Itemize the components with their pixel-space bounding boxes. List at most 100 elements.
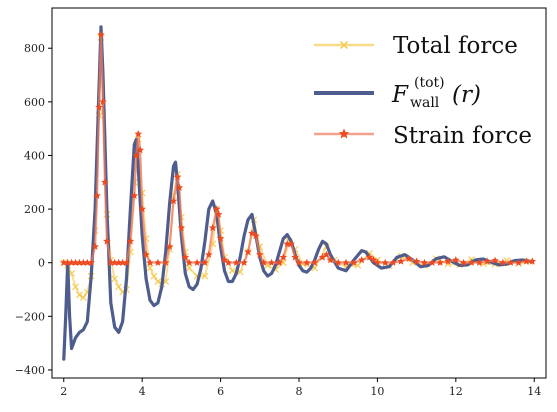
strain-force-marker [91,242,99,250]
strain-force-marker [397,257,405,265]
legend-label-wall-sub: wall [410,95,440,111]
strain-force-marker [101,178,109,186]
strain-force-marker [201,258,209,266]
y-axis: −400 −200 0 200 400 600 800 [15,42,52,377]
strain-force-marker [122,258,131,266]
x-tick-label: 12 [449,385,463,398]
total-force-marker [75,291,83,299]
strain-force-marker [275,258,284,266]
strain-force-marker [93,191,101,199]
strain-force-marker [303,258,311,266]
strain-force-marker [67,258,76,266]
legend: Total force F (tot) wall (r) Strain forc… [314,33,532,149]
strain-force-marker [256,250,264,258]
strain-force-marker [381,258,390,266]
strain-force-marker [491,256,499,264]
strain-force-marker [291,253,299,261]
strain-force-marker [173,172,182,181]
total-force-marker [228,267,236,275]
strain-force-marker [428,258,437,266]
strain-force-marker [130,191,139,199]
strain-force-marker [205,250,213,258]
strain-force-marker [326,256,335,264]
series-layer [60,25,537,361]
strain-force-marker [95,103,103,111]
x-tick-label: 6 [217,385,224,398]
strain-force-marker [224,258,233,266]
legend-entry-total-force: Total force [314,33,518,59]
total-force-marker [150,272,158,280]
strain-force-marker [107,258,115,266]
strain-force-marker [467,258,476,266]
strain-force-marker [132,151,141,159]
strain-force-marker [110,258,119,266]
strain-force-marker [181,253,190,261]
legend-label-wall-arg: (r) [452,82,481,108]
strain-force-marker [499,258,507,266]
x-tick-label: 2 [60,385,67,398]
strain-force-marker [240,258,248,266]
x-tick-label: 10 [370,385,384,398]
strain-force-marker [60,258,68,266]
legend-entry-wall-force: F (tot) wall (r) [314,75,481,111]
strain-force-marker [365,253,374,261]
strain-force-marker [412,257,421,265]
strain-force-marker [373,258,382,266]
strain-force-marker [169,197,178,205]
strain-force-marker [295,258,303,266]
plot-area-background [52,8,546,378]
x-tick-label: 4 [139,385,146,398]
x-axis: 2 4 6 8 10 12 14 [60,378,541,398]
legend-label-strain-force: Strain force [393,123,532,149]
total-force-marker [115,283,123,291]
strain-force-marker [161,258,170,266]
total-force-marker [111,275,119,283]
y-tick-label: −200 [15,310,45,323]
strain-force-marker [514,258,523,266]
strain-force-marker [118,258,127,266]
total-force-marker [354,261,362,269]
strain-force-marker [334,258,342,266]
strain-force-marker [193,258,201,266]
strain-force-marker [71,258,80,266]
y-tick-label: 800 [24,42,45,55]
strain-force-marker [322,250,331,258]
strain-force-marker [185,258,193,266]
total-force-marker [79,294,87,302]
strain-force-marker [146,258,154,266]
strain-force-marker [475,258,484,266]
strain-force-marker [350,258,358,266]
strain-force-marker [452,256,460,264]
strain-force-marker [212,205,221,213]
strain-force-marker [420,258,429,266]
strain-force-marker [279,253,288,261]
y-tick-label: 600 [24,96,45,109]
y-tick-label: 0 [38,257,45,270]
strain-force-marker [134,130,143,138]
legend-label-wall-force: F [391,82,409,108]
strain-force-marker [522,257,531,265]
total-force-marker [146,264,154,272]
strain-force-marker [177,223,186,232]
strain-force-marker [389,258,397,266]
total-force-marker [154,278,162,285]
x-tick-label: 14 [527,385,541,398]
strain-force-marker [175,183,184,191]
strain-force-marker [63,258,72,266]
strain-force-marker [75,258,84,266]
strain-force-marker [436,258,444,266]
strain-force-marker [342,258,350,266]
total-force-marker [185,264,193,272]
strain-force-marker [444,257,452,265]
strain-force-marker [405,254,413,262]
strain-force-marker [214,210,223,218]
strain-force-marker [136,146,144,154]
strain-force-marker [244,248,252,256]
strain-force-marker [99,97,107,106]
strain-force-marker [79,258,88,266]
strain-force-marker [506,258,515,266]
strain-force-marker [310,258,319,266]
x-tick-label: 8 [296,385,303,398]
strain-force-marker [357,256,366,264]
